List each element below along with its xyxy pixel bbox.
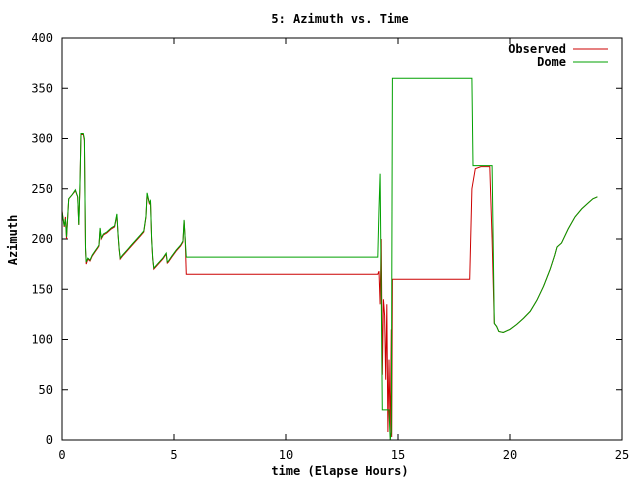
y-tick-label: 350	[31, 81, 53, 95]
y-tick-label: 0	[46, 433, 53, 447]
x-tick-label: 20	[503, 448, 517, 462]
series-line-observed	[61, 134, 598, 438]
y-axis-label: Azimuth	[6, 215, 20, 266]
series-lines	[61, 77, 598, 441]
x-tick-label: 0	[58, 448, 65, 462]
x-tick-label: 25	[615, 448, 629, 462]
x-tick-label: 10	[279, 448, 293, 462]
y-tick-label: 50	[39, 383, 53, 397]
y-tick-label: 300	[31, 132, 53, 146]
plot-frame	[61, 37, 623, 441]
legend-label-observed: Observed	[508, 42, 566, 56]
chart-title: 5: Azimuth vs. Time	[271, 12, 408, 26]
x-tick-label: 5	[170, 448, 177, 462]
y-tick-label: 150	[31, 282, 53, 296]
x-axis-label: time (Elapse Hours)	[271, 464, 408, 478]
y-tick-label: 200	[31, 232, 53, 246]
x-tick-label: 15	[391, 448, 405, 462]
y-tick-label: 250	[31, 182, 53, 196]
y-tick-label: 400	[31, 31, 53, 45]
y-tick-label: 100	[31, 333, 53, 347]
legend-label-dome: Dome	[537, 55, 566, 69]
series-line-dome	[61, 77, 598, 441]
